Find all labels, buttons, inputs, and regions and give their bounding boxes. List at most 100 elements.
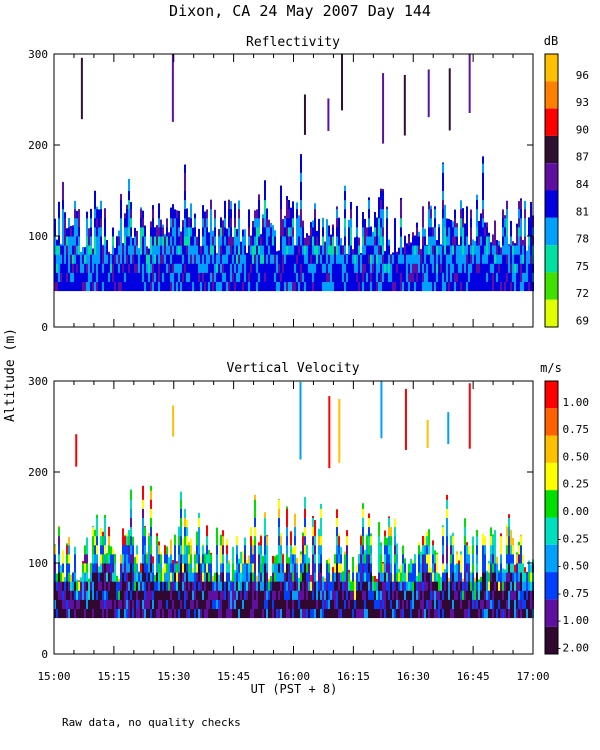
echo-cell: [338, 590, 340, 600]
echo-cell: [178, 581, 180, 591]
echo-cell: [392, 599, 394, 609]
echo-cell: [126, 533, 128, 537]
echo-cell: [434, 590, 436, 600]
echo-cell: [192, 245, 194, 255]
echo-cell: [260, 581, 262, 591]
echo-cell: [432, 263, 434, 273]
echo-cell: [130, 245, 132, 255]
echo-cell: [222, 599, 224, 609]
echo-cell: [368, 553, 370, 564]
echo-cell: [308, 590, 310, 600]
echo-cell: [328, 608, 330, 619]
echo-cell: [194, 245, 196, 255]
echo-cell: [322, 254, 324, 264]
echo-cell: [508, 544, 510, 555]
echo-cell: [226, 563, 228, 573]
echo-cell: [518, 553, 520, 564]
echo-cell: [280, 226, 282, 237]
echo-cell: [502, 590, 504, 600]
echo-cell: [422, 226, 424, 237]
echo-cell: [168, 254, 170, 264]
echo-cell: [142, 590, 144, 600]
echo-cell: [158, 581, 160, 591]
echo-cell: [394, 599, 396, 609]
echo-cell: [432, 272, 434, 282]
echo-cell: [174, 535, 176, 546]
echo-cell: [182, 538, 184, 546]
echo-cell: [192, 263, 194, 273]
echo-cell: [224, 226, 226, 237]
echo-cell: [418, 231, 420, 237]
echo-cell: [162, 572, 164, 582]
echo-cell: [84, 553, 86, 564]
echo-cell: [460, 608, 462, 619]
echo-cell: [490, 245, 492, 255]
echo-cell: [430, 217, 432, 228]
echo-cell: [318, 528, 320, 537]
echo-cell: [230, 281, 232, 292]
echo-cell: [72, 590, 74, 600]
echo-cell: [386, 281, 388, 292]
echo-cell: [254, 517, 256, 528]
echo-cell: [198, 526, 200, 537]
echo-cell: [382, 590, 384, 600]
echo-cell: [392, 252, 394, 255]
echo-cell: [442, 199, 444, 210]
echo-cell: [260, 535, 262, 546]
echo-cell: [194, 263, 196, 273]
echo-cell: [224, 208, 226, 219]
echo-cell: [222, 581, 224, 591]
echo-cell: [346, 581, 348, 591]
echo-cell: [450, 535, 452, 537]
echo-cell: [368, 272, 370, 282]
echo-cell: [436, 590, 438, 600]
echo-cell: [246, 563, 248, 573]
echo-cell: [348, 236, 350, 246]
echo-cell: [130, 590, 132, 600]
echo-cell: [236, 245, 238, 255]
echo-cell: [460, 245, 462, 255]
echo-cell: [96, 272, 98, 282]
echo-cell: [322, 226, 324, 237]
echo-cell: [114, 563, 116, 573]
echo-cell: [310, 222, 312, 228]
echo-cell: [360, 544, 362, 555]
echo-cell: [444, 263, 446, 273]
echo-cell: [214, 263, 216, 273]
echo-cell: [124, 213, 126, 219]
echo-cell: [484, 222, 486, 228]
echo-cell: [512, 590, 514, 600]
echo-cell: [386, 590, 388, 600]
echo-cell: [380, 581, 382, 591]
echo-cell: [292, 581, 294, 591]
echo-cell: [104, 572, 106, 582]
echo-cell: [452, 553, 454, 564]
echo-cell: [174, 608, 176, 619]
echo-cell: [530, 572, 532, 582]
echo-cell: [434, 245, 436, 255]
echo-cell: [206, 608, 208, 619]
echo-cell: [318, 544, 320, 555]
echo-cell: [244, 254, 246, 264]
echo-cell: [324, 590, 326, 600]
echo-cell: [238, 226, 240, 237]
echo-cell: [322, 217, 324, 228]
echo-cell: [364, 553, 366, 564]
echo-cell: [178, 599, 180, 609]
echo-cell: [412, 581, 414, 591]
echo-cell: [284, 236, 286, 246]
echo-cell: [236, 608, 238, 619]
echo-cell: [304, 608, 306, 619]
colorbar-tick-label: 1.00: [563, 396, 590, 409]
echo-cell: [312, 263, 314, 273]
echo-cell: [458, 254, 460, 264]
echo-cell: [476, 236, 478, 246]
echo-cell: [518, 272, 520, 282]
x-tick-label: 17:00: [516, 670, 549, 683]
echo-cell: [274, 281, 276, 292]
echo-cell: [206, 563, 208, 573]
echo-cell: [494, 530, 496, 537]
echo-cell: [336, 245, 338, 255]
echo-cell: [486, 245, 488, 255]
echo-cell: [348, 569, 350, 573]
